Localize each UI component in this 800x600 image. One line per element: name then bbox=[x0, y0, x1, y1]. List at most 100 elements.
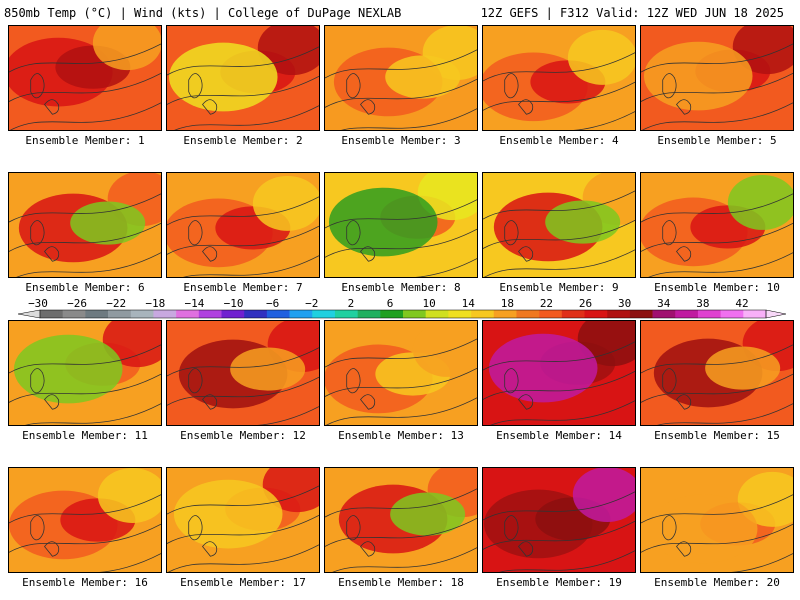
height-contour bbox=[325, 199, 477, 229]
colorbar-swatch bbox=[198, 310, 222, 318]
page-title: 850mb Temp (°C) | Wind (kts) | College o… bbox=[4, 6, 402, 20]
colorbar-swatch bbox=[108, 310, 132, 318]
colorbar-swatch bbox=[516, 310, 540, 318]
member-map-panel bbox=[166, 320, 320, 426]
member-label: Ensemble Member: 16 bbox=[22, 576, 148, 589]
temperature-blob bbox=[488, 333, 598, 403]
colorbar-swatch bbox=[697, 310, 721, 318]
colorbar-swatch bbox=[289, 310, 313, 318]
member-map-panel bbox=[8, 320, 162, 426]
height-contour bbox=[483, 81, 635, 111]
terrain-outline bbox=[30, 220, 60, 262]
height-contour bbox=[167, 347, 319, 377]
member-label: Ensemble Member: 10 bbox=[654, 281, 780, 294]
member-map-panel bbox=[166, 25, 320, 131]
height-contour bbox=[648, 252, 793, 277]
colorbar-swatch bbox=[561, 310, 585, 318]
colorbar-tick-label: 38 bbox=[696, 297, 709, 310]
colorbar-swatch bbox=[493, 310, 517, 318]
colorbar-tick-label: 14 bbox=[462, 297, 476, 310]
colorbar-swatch bbox=[176, 310, 200, 318]
height-contour bbox=[9, 72, 161, 103]
member-map-panel bbox=[324, 172, 478, 278]
temperature-blob bbox=[412, 321, 477, 377]
height-contour bbox=[415, 257, 477, 277]
terrain-outline bbox=[188, 220, 218, 262]
terrain-outline bbox=[346, 515, 376, 557]
colorbar-swatch bbox=[607, 310, 631, 318]
colorbar-swatch bbox=[266, 310, 290, 318]
height-contour bbox=[167, 75, 319, 106]
member-map-panel bbox=[8, 25, 162, 131]
member-label: Ensemble Member: 4 bbox=[499, 134, 619, 147]
member-map-panel bbox=[8, 467, 162, 573]
terrain-outline bbox=[504, 515, 534, 557]
height-contour bbox=[257, 405, 319, 425]
member-label: Ensemble Member: 2 bbox=[183, 134, 303, 147]
member-label: Ensemble Member: 18 bbox=[338, 576, 464, 589]
temperature-blob bbox=[97, 468, 161, 523]
colorbar-tick-label: 6 bbox=[387, 297, 394, 310]
height-contour bbox=[174, 105, 319, 130]
height-contour bbox=[326, 397, 477, 425]
colorbar-swatch bbox=[675, 310, 699, 318]
height-contour bbox=[167, 46, 319, 76]
temperature-blob bbox=[92, 26, 161, 71]
colorbar-tick-label: 10 bbox=[422, 297, 435, 310]
height-contour bbox=[9, 344, 161, 374]
colorbar-min-arrow bbox=[17, 309, 41, 319]
height-contour bbox=[325, 367, 477, 398]
terrain-outline bbox=[662, 73, 692, 115]
terrain-outline bbox=[188, 73, 218, 115]
member-map-panel bbox=[640, 25, 794, 131]
colorbar-swatch bbox=[153, 310, 177, 318]
terrain-outline bbox=[662, 220, 692, 262]
terrain-outline bbox=[346, 73, 376, 115]
terrain-outline bbox=[188, 515, 218, 557]
temperature-blob bbox=[252, 175, 319, 231]
height-contour bbox=[641, 523, 793, 553]
colorbar-tick-label: −10 bbox=[224, 297, 244, 310]
member-map-panel bbox=[640, 320, 794, 426]
member-map-panel bbox=[324, 320, 478, 426]
colorbar-swatch bbox=[40, 310, 63, 318]
colorbar-tick-label: 26 bbox=[579, 297, 592, 310]
member-map-panel bbox=[482, 172, 636, 278]
colorbar-swatch bbox=[85, 310, 109, 318]
height-contour bbox=[167, 225, 319, 256]
height-contour bbox=[483, 491, 635, 521]
colorbar-swatch bbox=[312, 310, 336, 318]
run-info: 12Z GEFS | F312 Valid: 12Z WED JUN 18 20… bbox=[480, 6, 784, 20]
height-contour bbox=[641, 494, 793, 524]
height-contour bbox=[642, 102, 793, 130]
temperature-blob bbox=[643, 41, 753, 111]
member-label: Ensemble Member: 7 bbox=[183, 281, 303, 294]
temperature-blob bbox=[545, 200, 621, 244]
terrain-outline bbox=[662, 515, 692, 557]
height-contour bbox=[573, 110, 635, 130]
colorbar-swatch bbox=[244, 310, 268, 318]
colorbar-tick-label: −22 bbox=[106, 297, 126, 310]
height-contour bbox=[167, 376, 319, 406]
colorbar-max-arrow bbox=[765, 309, 787, 319]
height-contour bbox=[9, 494, 161, 524]
height-contour bbox=[731, 552, 793, 572]
temperature-blob bbox=[168, 42, 278, 112]
temperature-blob bbox=[648, 494, 758, 564]
temperature-blob bbox=[567, 29, 635, 85]
temperature-blob bbox=[732, 26, 793, 75]
member-map-panel bbox=[324, 467, 478, 573]
height-contour bbox=[657, 403, 793, 425]
member-label: Ensemble Member: 14 bbox=[496, 429, 622, 442]
terrain-outline bbox=[30, 515, 60, 557]
height-contour bbox=[325, 228, 477, 258]
height-contour bbox=[16, 252, 161, 277]
height-contour bbox=[483, 219, 635, 250]
member-map-panel bbox=[324, 25, 478, 131]
colorbar-tick-label: 30 bbox=[618, 297, 631, 310]
colorbar-swatch bbox=[471, 310, 495, 318]
height-contour bbox=[325, 49, 477, 79]
height-contour bbox=[10, 102, 161, 130]
temperature-blob bbox=[70, 201, 146, 245]
